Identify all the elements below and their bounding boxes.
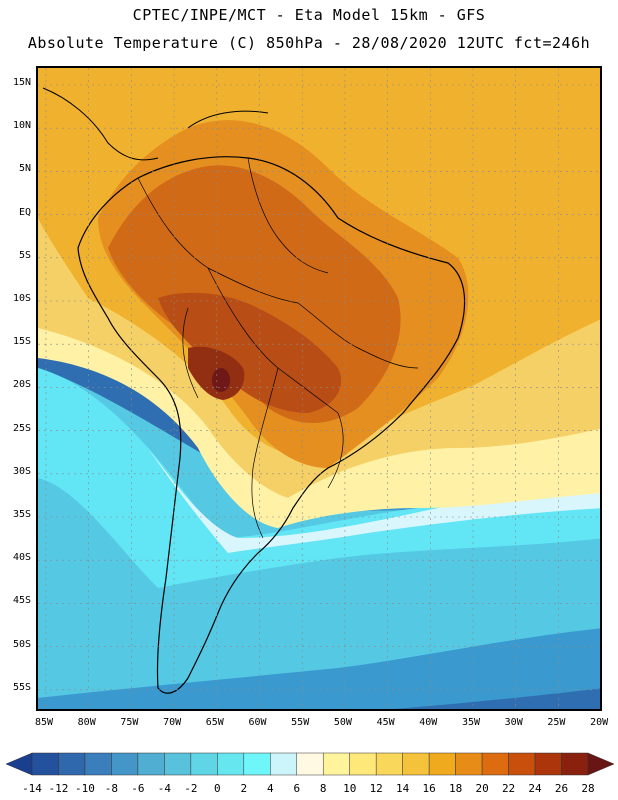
map-title: CPTEC/INPE/MCT - Eta Model 15km - GFS (132, 6, 486, 24)
colorbar-segment (349, 752, 377, 776)
lat-tick-label: 15S (12, 336, 31, 348)
colorbar-tick-label: 14 (396, 782, 410, 795)
colorbar-segment (111, 752, 139, 776)
colorbar-segment (296, 752, 324, 776)
colorbar-tick-label: 24 (528, 782, 542, 795)
lat-tick-label: 55S (12, 681, 31, 693)
colorbar-segment (534, 752, 562, 776)
map-subtitle: Absolute Temperature (C) 850hPa - 28/08/… (27, 34, 591, 52)
colorbar-tick-label: -4 (157, 782, 171, 795)
lon-tick-label: 50W (333, 717, 352, 728)
colorbar-tick-label: 0 (214, 782, 221, 795)
colorbar-segment (561, 752, 589, 776)
lat-tick-label: 35S (12, 509, 31, 520)
colorbar-tick-label: 10 (343, 782, 357, 795)
lat-tick-label: 25S (12, 422, 31, 434)
colorbar-segment (58, 752, 86, 776)
colorbar-tick-label: -10 (75, 782, 95, 795)
colorbar-tick-label: -12 (48, 782, 69, 795)
lat-tick-label: 15N (12, 77, 31, 88)
colorbar-tick-label: 26 (554, 782, 569, 795)
ocean-cyan-band (38, 368, 600, 588)
colorbar-segment (455, 752, 483, 776)
lat-tick-label: 50S (12, 638, 31, 650)
colorbar-segment (164, 752, 192, 776)
lon-tick-label: 55W (291, 717, 310, 728)
lat-tick-label: 10N (12, 120, 31, 132)
land-rust (158, 292, 342, 413)
colorbar-tick-label: 2 (240, 782, 248, 795)
lon-tick-label: 70W (163, 717, 182, 728)
colorbar-segment (481, 752, 509, 776)
colorbar-segment (217, 752, 245, 776)
colorbar-arrow-left (5, 752, 33, 776)
lon-tick-label: 75W (120, 717, 139, 728)
lat-tick-label: 20S (12, 379, 31, 391)
colorbar-tick-label: 16 (422, 782, 436, 795)
colorbar-segment (322, 752, 350, 776)
lon-tick-label: 30W (504, 717, 523, 728)
lat-tick-label: 45S (12, 595, 31, 607)
temperature-map[interactable] (36, 66, 602, 711)
lon-tick-label: 45W (376, 717, 395, 728)
colorbar-tick-label: 22 (501, 782, 516, 795)
coastline-caribbean (42, 87, 269, 161)
lon-tick-label: 80W (77, 717, 96, 728)
colorbar-segment (243, 752, 271, 776)
lat-tick-label: 40S (12, 552, 31, 564)
colorbar-tick-label: 12 (369, 782, 383, 795)
colorbar-segment (508, 752, 536, 776)
colorbar-segment (31, 752, 59, 776)
lat-tick-label: EQ (18, 206, 31, 218)
colorbar-tick-label: -6 (131, 782, 145, 795)
lon-tick-label: 60W (248, 717, 267, 728)
colorbar-tick-label: -2 (184, 782, 198, 795)
colorbar-tick-label: 4 (266, 782, 274, 795)
lat-tick-label: 5S (18, 249, 31, 261)
colorbar-segment (84, 752, 112, 776)
coastline (77, 156, 466, 694)
colorbar-segment (137, 752, 165, 776)
colorbar-tick-label: 6 (293, 782, 301, 795)
colorbar-arrow-right (587, 752, 615, 776)
lat-tick-label: 10S (12, 293, 31, 304)
grid (38, 68, 600, 709)
lon-tick-label: 85W (34, 717, 54, 728)
colorbar-tick-label: 8 (319, 782, 327, 795)
lon-tick-label: 40W (419, 717, 438, 728)
colorbar-segment (428, 752, 456, 776)
lon-tick-label: 35W (461, 717, 481, 728)
lon-tick-label: 25W (547, 717, 566, 728)
lon-tick-label: 65W (205, 717, 224, 728)
colorbar-segment (270, 752, 298, 776)
colorbar-tick-label: -8 (104, 782, 119, 795)
lat-tick-label: 5N (18, 163, 31, 175)
colorbar-segment (375, 752, 403, 776)
lon-tick-label: 20W (590, 717, 609, 728)
country-borders (137, 157, 419, 539)
colorbar-segment (190, 752, 218, 776)
colorbar-tick-label: 28 (581, 782, 595, 795)
lat-tick-label: 30S (12, 465, 31, 477)
colorbar-segment (402, 752, 430, 776)
colorbar-tick-label: 20 (475, 782, 489, 795)
colorbar-tick-label: 18 (448, 782, 463, 795)
colorbar-tick-label: -14 (22, 782, 42, 795)
